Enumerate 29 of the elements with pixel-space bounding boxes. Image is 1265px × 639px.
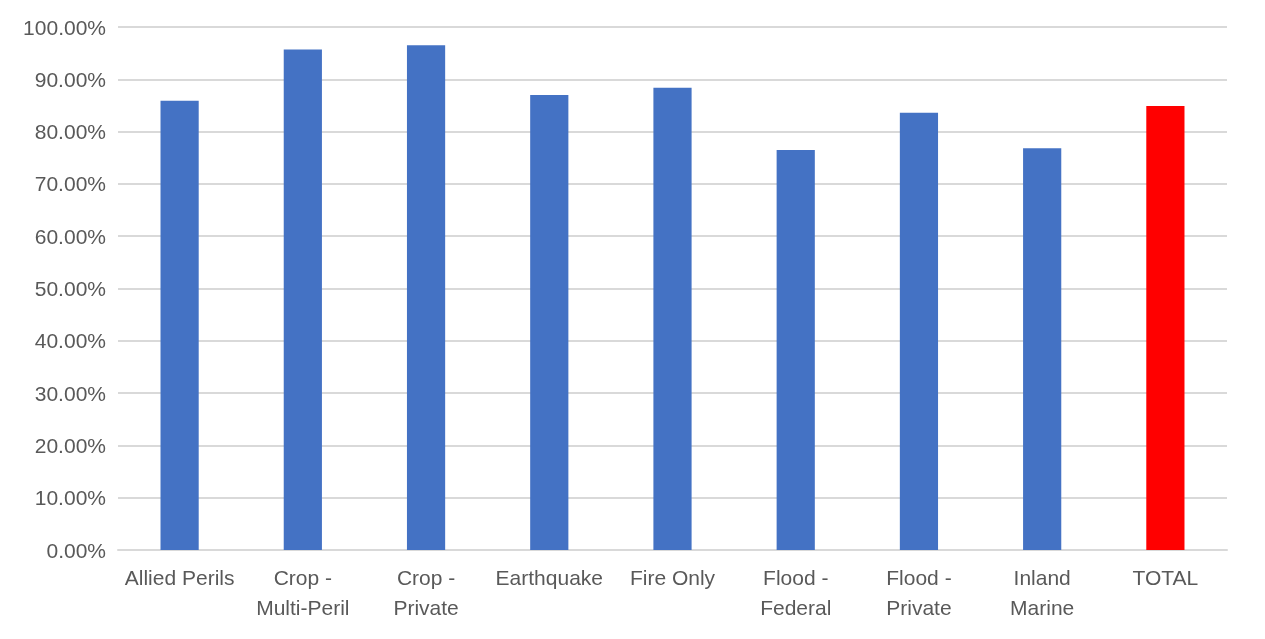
- x-tick-label: Flood - Federal: [760, 565, 832, 619]
- y-tick-label: 0.00%: [46, 538, 106, 562]
- bar: [283, 49, 322, 550]
- y-tick-label: 20.00%: [34, 433, 106, 457]
- y-tick-label: 10.00%: [34, 486, 106, 510]
- x-tick-label: Crop - Multi-Peril: [256, 565, 350, 619]
- bar: [653, 87, 692, 550]
- bar: [899, 112, 939, 550]
- x-tick-label: TOTAL: [1132, 565, 1199, 589]
- y-tick-label: 70.00%: [34, 172, 106, 196]
- x-tick-label: Fire Only: [629, 565, 716, 589]
- bar: [160, 100, 199, 550]
- x-tick-label: Allied Perils: [124, 565, 235, 589]
- x-tick-label: Flood - Private: [886, 565, 952, 619]
- bar: [1023, 148, 1062, 550]
- bar: [1146, 105, 1185, 550]
- bar: [406, 45, 446, 550]
- y-tick-label: 80.00%: [34, 120, 106, 144]
- bar: [776, 149, 815, 550]
- y-tick-label: 90.00%: [34, 67, 106, 91]
- y-tick-label: 50.00%: [34, 277, 106, 300]
- y-tick-label: 30.00%: [34, 381, 106, 405]
- bar: [530, 94, 569, 550]
- x-tick-label: Earthquake: [495, 565, 603, 589]
- y-tick-label: 60.00%: [34, 224, 106, 248]
- y-tick-label: 100.00%: [23, 15, 106, 39]
- x-tick-label: Inland Marine: [1010, 565, 1075, 619]
- y-tick-label: 40.00%: [34, 329, 106, 353]
- x-tick-label: Crop - Private: [393, 565, 459, 619]
